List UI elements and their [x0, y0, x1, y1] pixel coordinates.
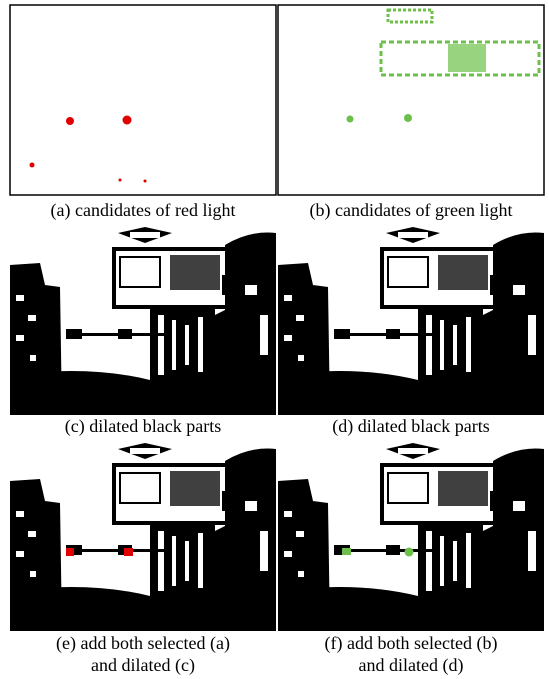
- caption: (c) dilated black parts: [65, 416, 221, 437]
- panel-b: [278, 5, 544, 195]
- image-c: [10, 225, 276, 415]
- page: (a) candidates of red light (b) candidate…: [0, 0, 549, 679]
- caption: and dilated (c): [91, 655, 195, 676]
- caption: and dilated (d): [359, 655, 464, 676]
- caption: (d) dilated black parts: [332, 416, 489, 437]
- image-frame: [278, 5, 544, 195]
- figure: (a) candidates of red light (b) candidate…: [0, 0, 549, 679]
- caption: (a) candidates of red light: [51, 200, 236, 221]
- caption: (b) candidates of green light: [310, 200, 513, 221]
- caption: (e) add both selected (a): [56, 633, 230, 654]
- image-f: [278, 441, 544, 631]
- panel-a: [10, 5, 276, 195]
- image-e: [10, 441, 276, 631]
- caption: (f) add both selected (b): [325, 633, 498, 654]
- image-frame: [10, 5, 276, 195]
- image-d: [278, 225, 544, 415]
